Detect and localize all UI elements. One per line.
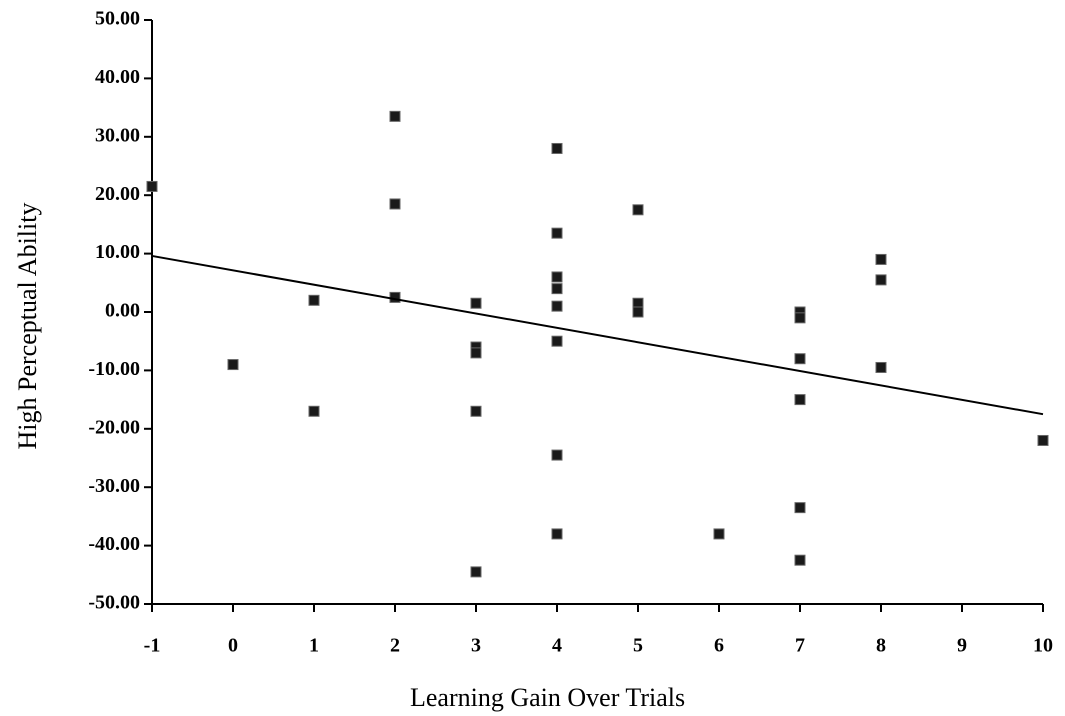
point (308, 294, 320, 306)
y-tick-label: 20.00 (95, 183, 140, 205)
point (794, 353, 806, 365)
y-tick-label: -20.00 (88, 416, 140, 438)
point (389, 291, 401, 303)
point (227, 359, 239, 371)
x-tick-label: 1 (309, 635, 319, 657)
y-tick-label: 50.00 (95, 8, 140, 30)
point (1037, 434, 1049, 446)
point (551, 227, 563, 239)
point (713, 528, 725, 540)
x-tick-label: -1 (144, 635, 161, 657)
point (875, 253, 887, 265)
x-tick-label: 10 (1033, 635, 1053, 657)
point (794, 312, 806, 324)
y-tick-label: -40.00 (88, 533, 140, 555)
point (794, 554, 806, 566)
point (551, 449, 563, 461)
x-tick-label: 0 (228, 635, 238, 657)
point (551, 283, 563, 295)
point (875, 361, 887, 373)
point (470, 566, 482, 578)
x-tick-label: 9 (957, 635, 967, 657)
point (389, 110, 401, 122)
point (551, 335, 563, 347)
trend-line (151, 254, 1044, 416)
point (794, 394, 806, 406)
point (551, 271, 563, 283)
point (470, 405, 482, 417)
point (389, 198, 401, 210)
x-tick-label: 5 (633, 635, 643, 657)
point (551, 300, 563, 312)
y-axis-label: High Perceptual Ability (13, 203, 42, 450)
x-tick-label: 3 (471, 635, 481, 657)
y-tick-label: -50.00 (88, 592, 140, 614)
point (470, 347, 482, 359)
point (146, 180, 158, 192)
y-tick-label: 0.00 (105, 300, 140, 322)
y-tick-label: -30.00 (88, 475, 140, 497)
point (875, 274, 887, 286)
point (308, 405, 320, 417)
x-tick-label: 2 (390, 635, 400, 657)
point (794, 502, 806, 514)
x-tick-label: 6 (714, 635, 724, 657)
y-tick-label: 30.00 (95, 124, 140, 146)
point (551, 142, 563, 154)
x-tick-label: 4 (552, 635, 562, 657)
point (632, 204, 644, 216)
point (632, 306, 644, 318)
x-axis-label: Learning Gain Over Trials (410, 683, 685, 712)
point (470, 297, 482, 309)
y-tick-label: 10.00 (95, 241, 140, 263)
point (551, 528, 563, 540)
y-tick-label: -10.00 (88, 358, 140, 380)
x-tick-label: 7 (795, 635, 805, 657)
x-tick-label: 8 (876, 635, 886, 657)
y-tick-label: 40.00 (95, 66, 140, 88)
